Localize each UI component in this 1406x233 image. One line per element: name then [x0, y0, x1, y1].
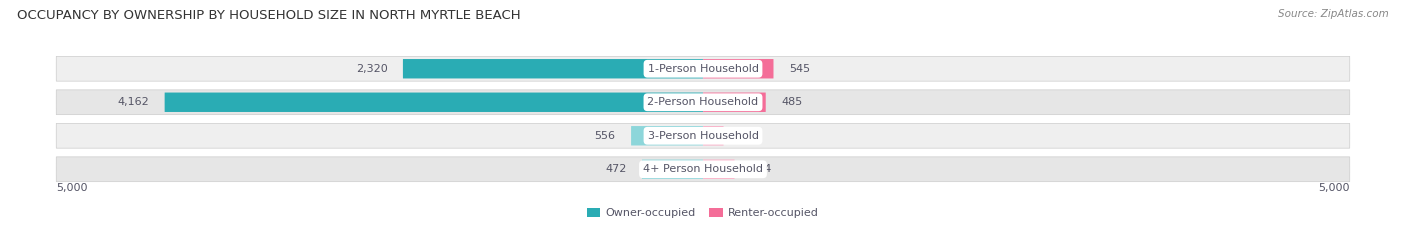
FancyBboxPatch shape	[643, 160, 703, 179]
Text: 3-Person Household: 3-Person Household	[648, 131, 758, 141]
Text: 1-Person Household: 1-Person Household	[648, 64, 758, 74]
FancyBboxPatch shape	[703, 160, 734, 179]
FancyBboxPatch shape	[56, 56, 1350, 81]
Text: Source: ZipAtlas.com: Source: ZipAtlas.com	[1278, 9, 1389, 19]
FancyBboxPatch shape	[56, 90, 1350, 115]
Text: 485: 485	[782, 97, 803, 107]
FancyBboxPatch shape	[165, 93, 703, 112]
Text: 556: 556	[595, 131, 616, 141]
Text: 5,000: 5,000	[56, 183, 87, 193]
Text: 5,000: 5,000	[1319, 183, 1350, 193]
Text: 545: 545	[789, 64, 810, 74]
Text: 2-Person Household: 2-Person Household	[647, 97, 759, 107]
FancyBboxPatch shape	[56, 123, 1350, 148]
FancyBboxPatch shape	[404, 59, 703, 79]
FancyBboxPatch shape	[703, 93, 766, 112]
Text: 159: 159	[740, 131, 761, 141]
Text: OCCUPANCY BY OWNERSHIP BY HOUSEHOLD SIZE IN NORTH MYRTLE BEACH: OCCUPANCY BY OWNERSHIP BY HOUSEHOLD SIZE…	[17, 9, 520, 22]
FancyBboxPatch shape	[631, 126, 703, 145]
Text: 244: 244	[749, 164, 772, 174]
Legend: Owner-occupied, Renter-occupied: Owner-occupied, Renter-occupied	[586, 208, 820, 218]
FancyBboxPatch shape	[703, 59, 773, 79]
Text: 472: 472	[605, 164, 627, 174]
FancyBboxPatch shape	[703, 126, 724, 145]
Text: 4,162: 4,162	[117, 97, 149, 107]
Text: 2,320: 2,320	[356, 64, 388, 74]
FancyBboxPatch shape	[56, 157, 1350, 182]
Text: 4+ Person Household: 4+ Person Household	[643, 164, 763, 174]
